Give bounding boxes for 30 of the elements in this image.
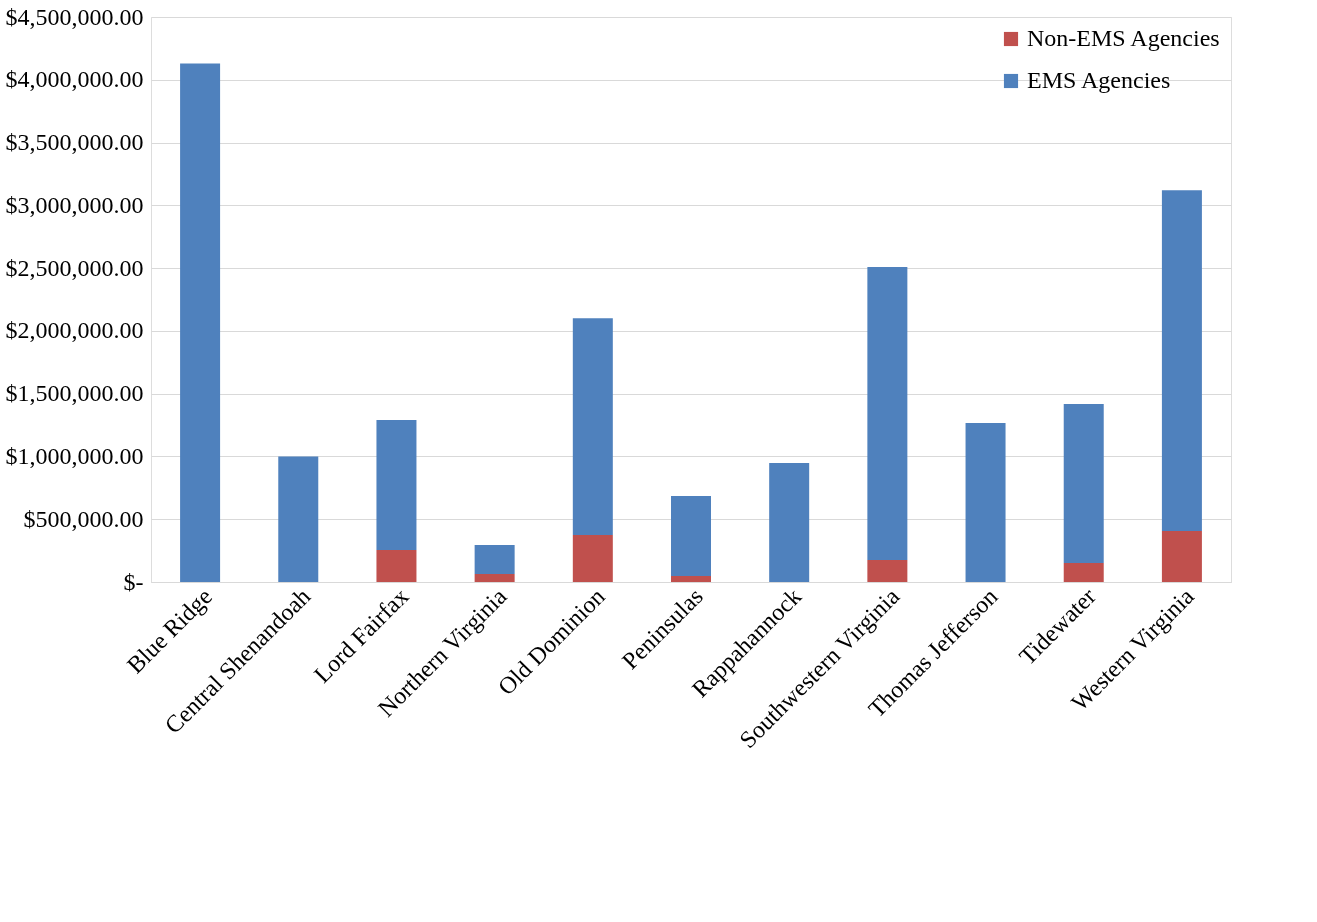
bar [376,549,417,582]
bar [671,495,711,576]
y-tick-label: $2,500,000.00 [5,254,144,281]
bar [474,544,515,574]
bar [572,535,613,582]
bar [572,318,613,536]
bar [376,420,417,550]
y-tick-label: $4,000,000.00 [5,66,144,93]
bar [278,456,319,582]
bar [671,575,711,582]
bar [180,63,221,582]
legend-label: Non-EMS Agencies [1027,25,1220,51]
y-tick-label: $3,000,000.00 [5,191,144,218]
legend-label: EMS Agencies [1027,67,1171,93]
y-tick-label: $2,000,000.00 [5,317,144,344]
bar [867,560,908,582]
y-tick-label: $4,500,000.00 [5,3,144,30]
bar [1161,190,1202,532]
y-tick-label: $3,500,000.00 [5,129,144,156]
bar [1161,531,1202,582]
y-tick-label: $500,000.00 [23,505,144,532]
bar [867,267,908,561]
y-tick-label: $1,500,000.00 [5,380,144,407]
bar [769,463,810,582]
y-tick-label: $1,000,000.00 [5,442,144,469]
bar [965,423,1006,582]
bar [1063,563,1104,582]
bar [474,573,515,582]
bar [1063,404,1104,564]
y-tick-label: $- [123,568,144,595]
